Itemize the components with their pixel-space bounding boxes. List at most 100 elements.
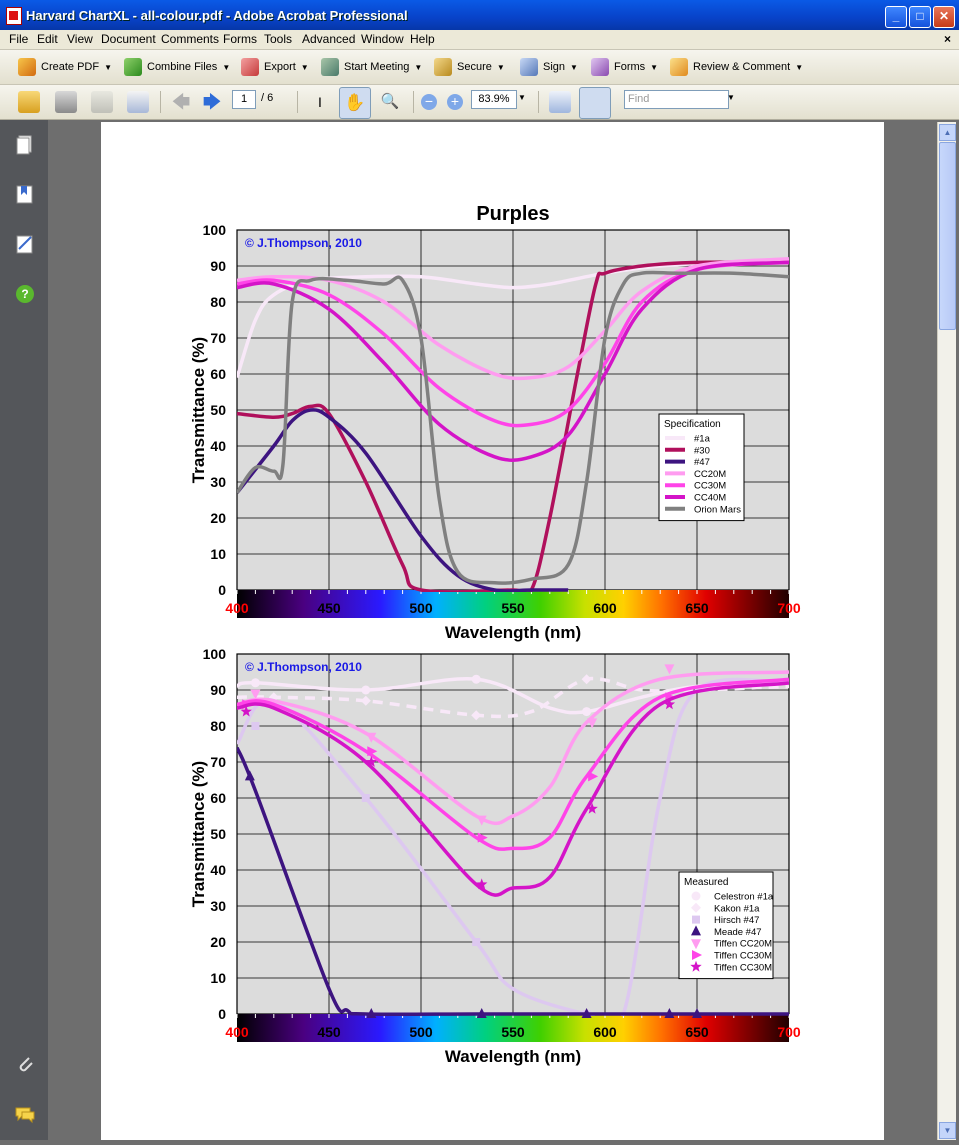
data-marker bbox=[361, 685, 371, 695]
y-tick-label: 10 bbox=[210, 546, 226, 562]
y-tick-label: 0 bbox=[218, 1006, 226, 1022]
previous-page-icon[interactable]: 🡄 bbox=[171, 92, 191, 112]
series-line bbox=[237, 670, 789, 826]
scroll-thumb[interactable] bbox=[939, 142, 956, 330]
legend-label: CC20M bbox=[694, 469, 726, 480]
menu-view[interactable]: View bbox=[67, 32, 93, 46]
data-marker bbox=[477, 832, 488, 843]
document-close-button[interactable]: × bbox=[943, 32, 951, 46]
forms-button[interactable]: Forms ▼ bbox=[591, 57, 658, 77]
legend-label: Celestron #1a bbox=[714, 892, 774, 903]
series-line bbox=[237, 681, 789, 897]
menu-advanced[interactable]: Advanced bbox=[302, 32, 356, 46]
series-line bbox=[237, 746, 789, 1016]
export-button[interactable]: Export ▼ bbox=[241, 57, 309, 77]
create-pdf-icon bbox=[18, 58, 36, 76]
comment-bubble-icon bbox=[670, 58, 688, 76]
data-marker bbox=[476, 878, 488, 890]
spectrum-bar bbox=[237, 590, 789, 618]
tasks-toolbar: Create PDF ▼ Combine Files ▼ Export ▼ Start… bbox=[0, 50, 959, 85]
zoom-level-input[interactable]: 83.9% bbox=[471, 90, 517, 109]
menu-tools[interactable]: Tools bbox=[264, 32, 293, 46]
save-icon[interactable] bbox=[91, 91, 113, 113]
menu-forms[interactable]: Forms bbox=[223, 32, 257, 46]
page-total: / 6 bbox=[261, 92, 274, 104]
menu-help[interactable]: Help bbox=[410, 32, 435, 46]
maximize-button[interactable]: □ bbox=[909, 6, 931, 28]
comments-icon[interactable] bbox=[14, 1103, 36, 1125]
hand-tool-icon[interactable]: ✋ bbox=[339, 87, 371, 119]
fit-page-icon[interactable] bbox=[579, 87, 611, 119]
print-icon[interactable] bbox=[55, 91, 77, 113]
review-comment-button[interactable]: Review & Comment ▼ bbox=[670, 57, 803, 77]
data-marker bbox=[663, 698, 676, 710]
data-marker bbox=[692, 915, 700, 924]
toolbar-separator bbox=[160, 91, 161, 113]
vertical-scrollbar[interactable]: ▲ ▼ bbox=[937, 122, 956, 1140]
zoom-dropdown-icon[interactable]: ▼ bbox=[518, 93, 526, 102]
zoom-tool-icon[interactable]: 🔍 bbox=[380, 93, 400, 110]
attachments-icon[interactable] bbox=[14, 1053, 36, 1075]
chart-title: Purples bbox=[476, 203, 549, 225]
zoom-in-icon[interactable]: + bbox=[447, 94, 463, 110]
open-folder-icon[interactable] bbox=[18, 91, 40, 113]
page-number-input[interactable]: 1 bbox=[232, 90, 256, 109]
menu-file[interactable]: File bbox=[9, 32, 29, 46]
data-marker bbox=[250, 678, 260, 688]
menu-edit[interactable]: Edit bbox=[37, 32, 58, 46]
status-bar bbox=[0, 1140, 959, 1145]
data-marker bbox=[691, 939, 701, 950]
legend-label: Tiffen CC30M bbox=[714, 962, 772, 973]
help-icon[interactable]: ? bbox=[14, 283, 36, 305]
acrobat-icon bbox=[6, 7, 22, 25]
y-tick-label: 70 bbox=[210, 330, 226, 346]
email-icon[interactable] bbox=[127, 91, 149, 113]
data-marker bbox=[476, 1008, 487, 1018]
close-button[interactable]: ✕ bbox=[933, 6, 955, 28]
data-marker bbox=[367, 746, 378, 757]
spectrum-bar bbox=[237, 1014, 789, 1042]
y-axis-label: Transmittance (%) bbox=[189, 337, 208, 483]
find-dropdown-icon[interactable]: ▼ bbox=[727, 93, 735, 102]
x-axis-label: Wavelength (nm) bbox=[445, 1047, 581, 1066]
menu-comments[interactable]: Comments bbox=[161, 32, 220, 46]
start-meeting-icon bbox=[321, 58, 339, 76]
scroll-down-icon[interactable]: ▼ bbox=[939, 1122, 956, 1139]
start-meeting-button[interactable]: Start Meeting ▼ bbox=[321, 57, 422, 77]
signatures-icon[interactable] bbox=[14, 233, 36, 255]
sign-button[interactable]: Sign ▼ bbox=[520, 57, 578, 77]
x-tick-label: 450 bbox=[317, 1024, 341, 1040]
menu-window[interactable]: Window bbox=[361, 32, 404, 46]
y-tick-label: 80 bbox=[210, 294, 226, 310]
menu-document[interactable]: Document bbox=[101, 32, 156, 46]
find-input[interactable]: Find bbox=[624, 90, 729, 109]
data-marker bbox=[471, 674, 481, 684]
data-marker bbox=[244, 770, 255, 781]
next-page-icon[interactable]: 🡆 bbox=[202, 92, 222, 112]
purples-measured-chart: 0 10 20 30 40 50 60 70 80 90 100 400 450 500 550 600 650… bbox=[189, 646, 801, 1066]
data-marker bbox=[366, 732, 377, 743]
minimize-button[interactable]: _ bbox=[885, 6, 907, 28]
y-tick-label: 20 bbox=[210, 934, 226, 950]
series-line bbox=[237, 260, 789, 462]
bookmarks-icon[interactable] bbox=[14, 183, 36, 205]
title-bar: Harvard ChartXL - all-colour.pdf - Adobe… bbox=[0, 0, 959, 30]
pages-icon[interactable] bbox=[14, 133, 36, 155]
data-marker bbox=[664, 664, 675, 675]
scroll-up-icon[interactable]: ▲ bbox=[939, 124, 956, 141]
data-marker bbox=[360, 695, 371, 706]
select-text-icon[interactable]: I bbox=[318, 94, 322, 110]
data-marker bbox=[361, 794, 370, 802]
chevron-down-icon: ▼ bbox=[222, 62, 231, 72]
fit-width-icon[interactable] bbox=[549, 91, 571, 113]
create-pdf-button[interactable]: Create PDF ▼ bbox=[18, 57, 112, 77]
chevron-down-icon: ▼ bbox=[496, 62, 505, 72]
combine-files-button[interactable]: Combine Files ▼ bbox=[124, 57, 230, 77]
zoom-out-icon[interactable]: − bbox=[421, 94, 437, 110]
chevron-down-icon: ▼ bbox=[300, 62, 309, 72]
secure-button[interactable]: Secure ▼ bbox=[434, 57, 505, 77]
x-tick-label: 400 bbox=[225, 1024, 249, 1040]
chevron-down-icon: ▼ bbox=[650, 62, 659, 72]
legend-box bbox=[658, 413, 745, 522]
x-tick-label: 650 bbox=[685, 600, 709, 616]
